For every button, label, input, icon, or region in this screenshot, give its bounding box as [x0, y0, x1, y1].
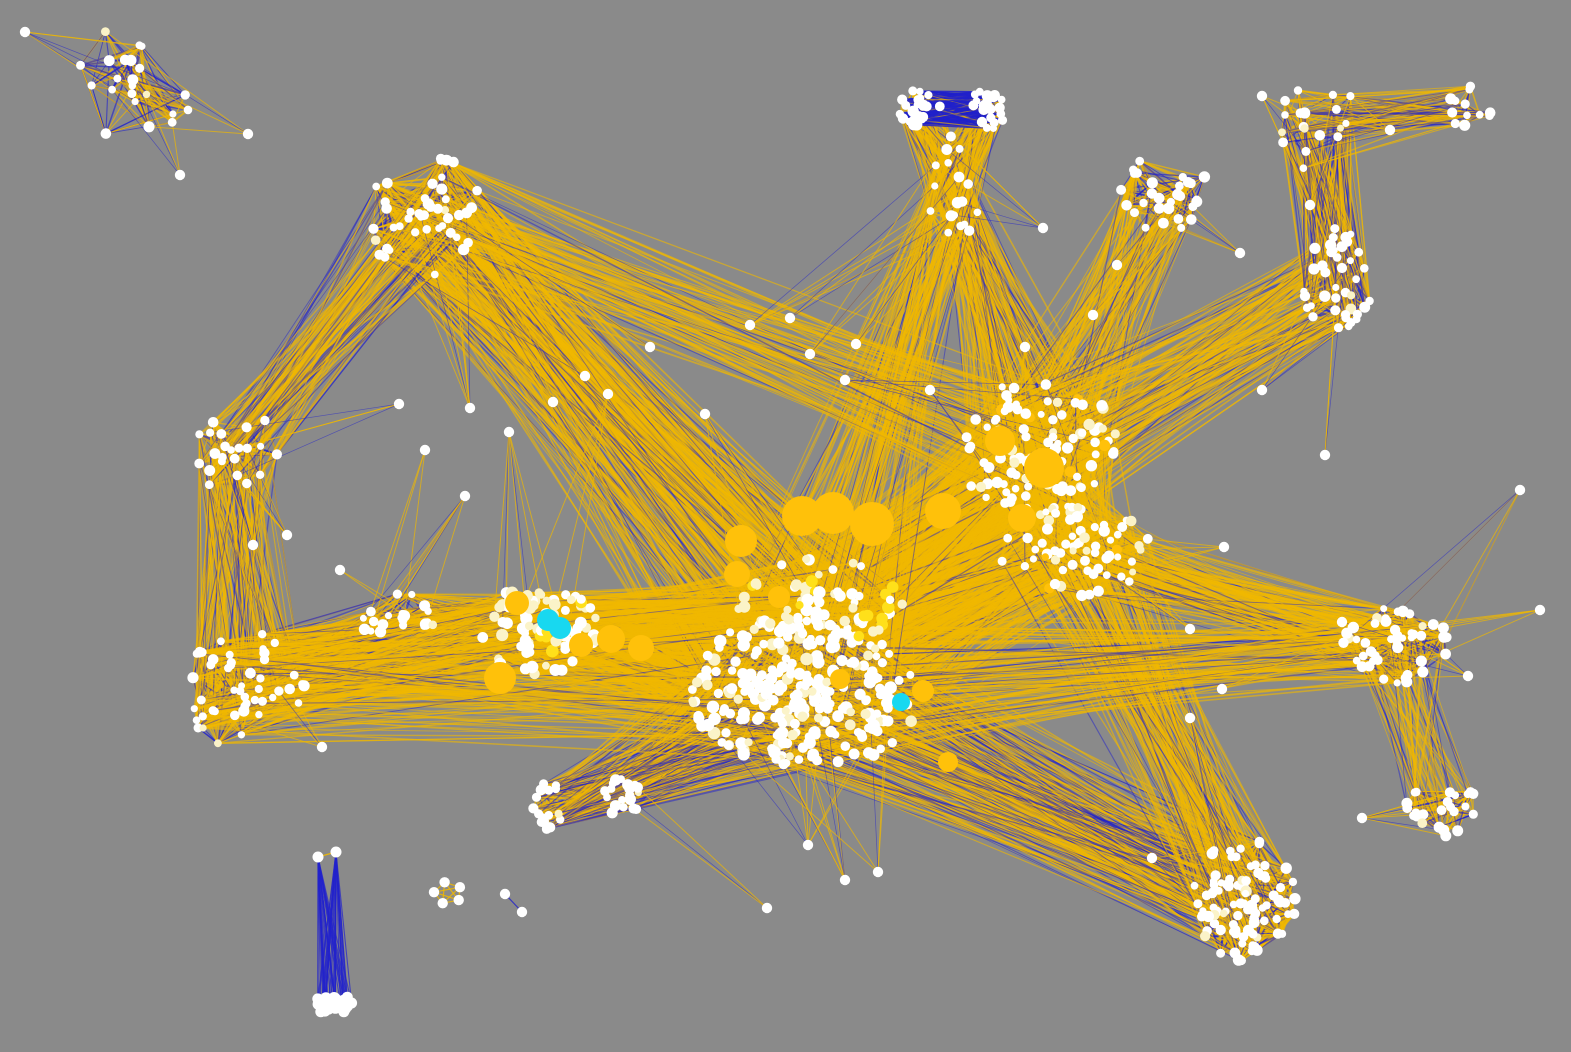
nodes-layer	[19, 26, 1546, 1018]
